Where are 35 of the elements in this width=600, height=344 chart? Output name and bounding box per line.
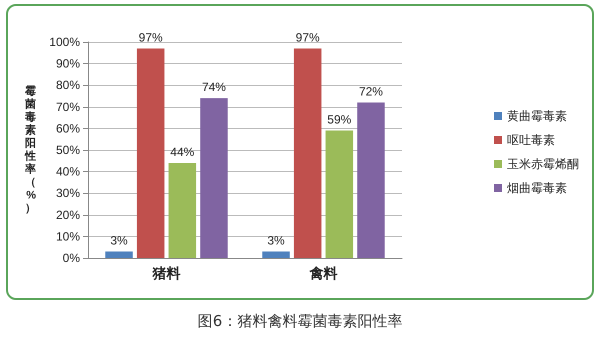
data-label: 72% <box>358 84 384 98</box>
bar <box>168 162 196 258</box>
data-label: 97% <box>296 30 320 44</box>
data-label: 44% <box>170 144 195 159</box>
x-tick-label: 禽料 <box>308 265 338 281</box>
text: 霉菌毒素阳性率（%） <box>25 86 36 214</box>
y-tick-label: 60% <box>56 121 80 136</box>
data-label: 3% <box>267 234 286 248</box>
data-label: 3% <box>110 234 128 248</box>
bar <box>326 130 354 258</box>
bar <box>105 252 133 258</box>
y-tick-label: 70% <box>56 100 80 114</box>
caption: 图6：猪料禽料霉菌毒素阳性率 <box>196 312 404 331</box>
data-label: 59% <box>327 112 352 127</box>
x-tick-label: 猪料 <box>152 265 180 281</box>
y-tick-label: 90% <box>56 56 80 71</box>
legend-label: 玉米赤霉烯酮 <box>507 157 579 171</box>
data-label: 97% <box>138 30 164 44</box>
bar <box>262 252 290 258</box>
y-tick-label: 20% <box>56 208 80 222</box>
y-tick-label: 0% <box>62 251 80 265</box>
bar <box>357 102 385 258</box>
legend-label: 黄曲霉毒素 <box>507 109 567 123</box>
y-tick-label: 30% <box>56 186 80 200</box>
data-label: 74% <box>202 80 226 94</box>
bar <box>294 48 322 258</box>
bar <box>200 98 228 258</box>
y-tick-label: 10% <box>56 229 80 244</box>
bar <box>136 48 164 258</box>
y-tick-label: 100% <box>49 35 80 49</box>
legend-label: 呕吐毒素 <box>507 133 555 147</box>
y-tick-label: 50% <box>56 143 80 157</box>
y-tick-label: 40% <box>56 164 80 179</box>
legend-label: 烟曲霉毒素 <box>507 181 567 195</box>
y-tick-label: 80% <box>56 78 80 92</box>
